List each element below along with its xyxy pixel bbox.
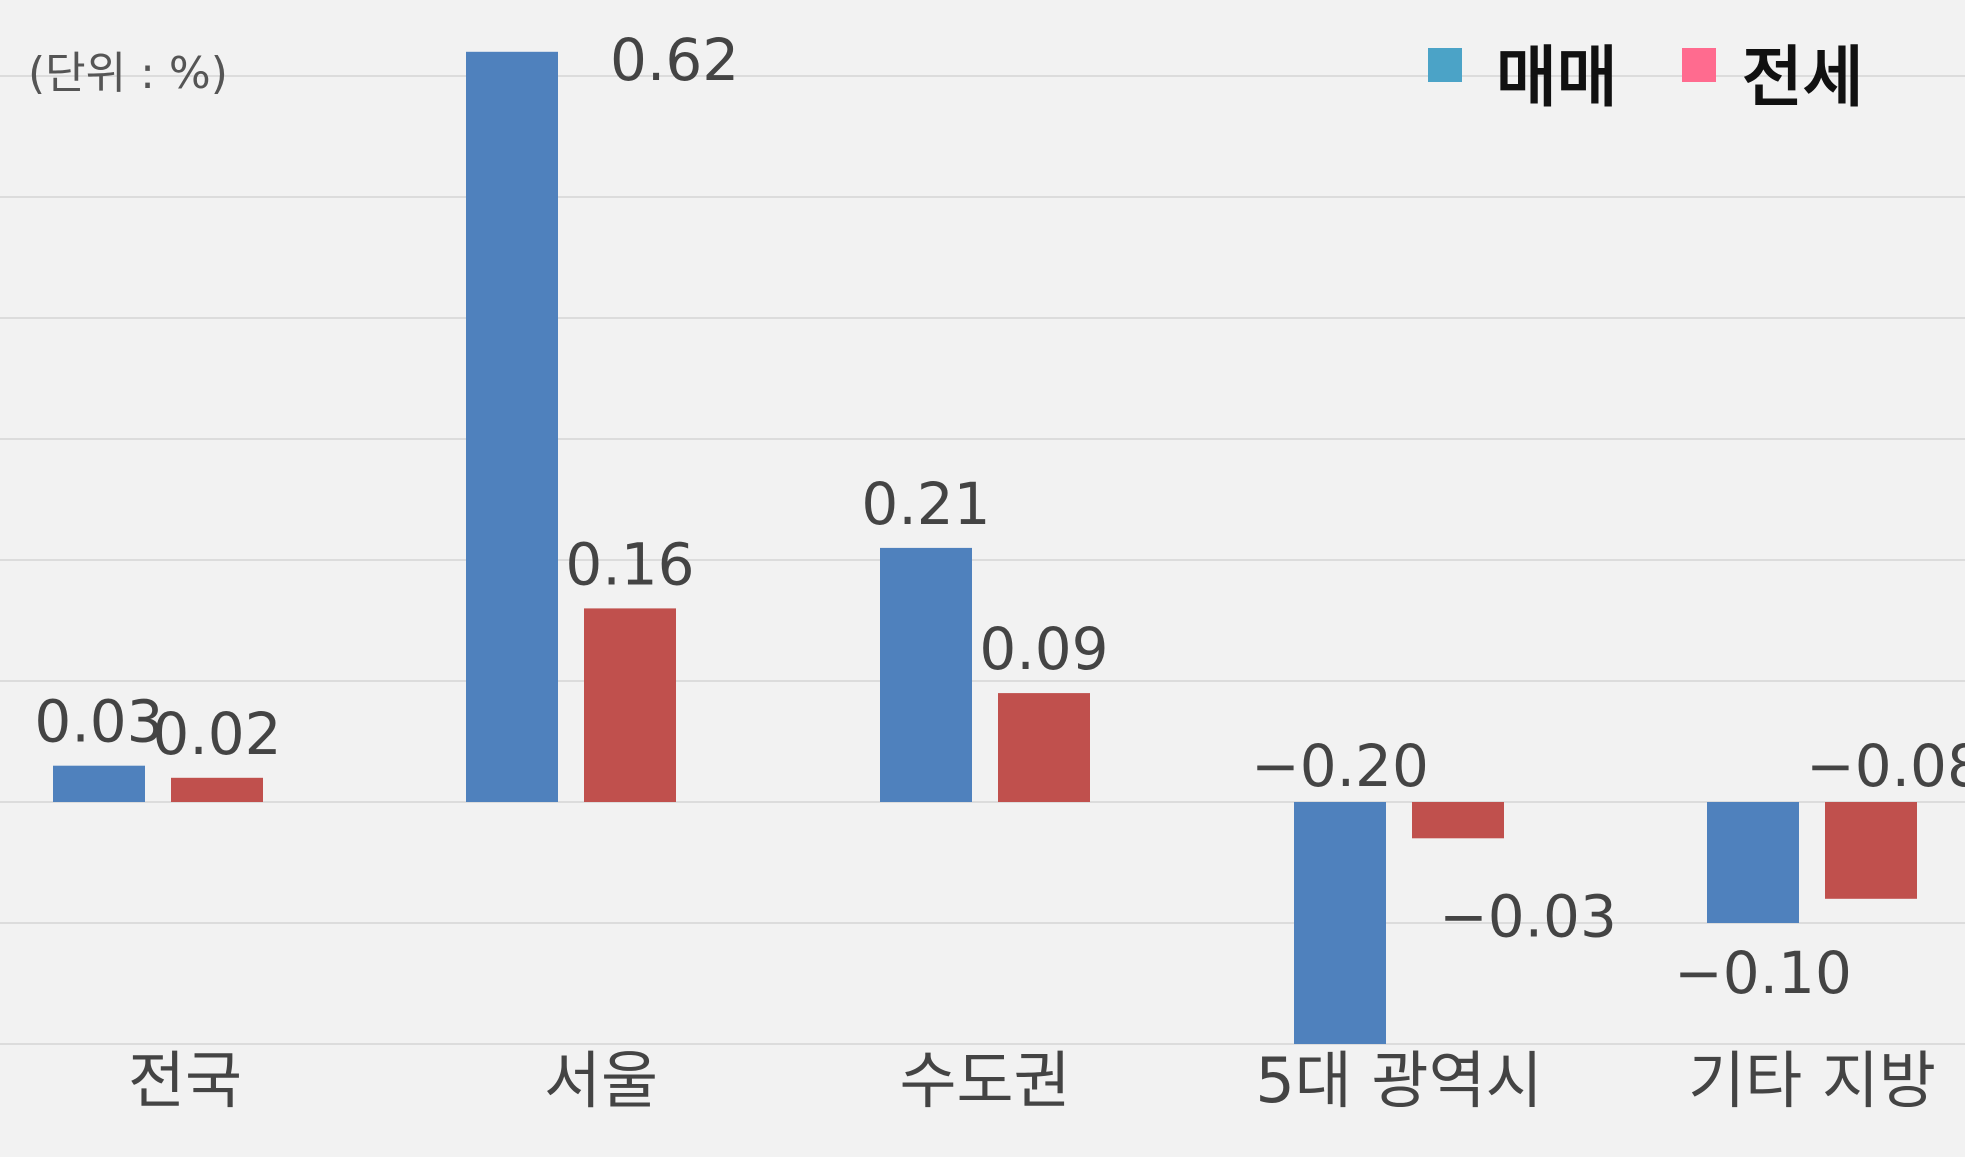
legend-label-jeonse: 전세 (1742, 39, 1863, 116)
bar-jeonse-0 (171, 777, 263, 802)
value-label-jeonse-1: 0.16 (565, 530, 694, 598)
category-label-3: 5대 광역시 (1255, 1044, 1542, 1117)
legend-swatch-jeonse (1682, 48, 1716, 82)
legend-label-sale: 매매 (1496, 39, 1617, 116)
category-labels: 전국 서울 수도권 5대 광역시 기타 지방 (128, 1044, 1936, 1117)
gridlines (0, 75, 1965, 1045)
legend: 매매 전세 (1428, 39, 1863, 116)
category-label-0: 전국 (128, 1044, 242, 1117)
value-label-jeonse-4: −0.08 (1806, 732, 1965, 800)
category-label-1: 서울 (544, 1044, 658, 1117)
bar-jeonse-1 (584, 608, 676, 802)
category-label-2: 수도권 (899, 1044, 1070, 1117)
value-label-sale-2: 0.21 (861, 470, 990, 538)
bar-jeonse-2 (998, 693, 1090, 802)
bar-jeonse-4 (1825, 802, 1917, 899)
value-label-jeonse-2: 0.09 (979, 615, 1108, 683)
bar-sale-3 (1294, 802, 1386, 1044)
value-label-jeonse-0: 0.02 (152, 700, 281, 768)
bar-jeonse-3 (1412, 802, 1504, 839)
bars (53, 51, 1917, 1044)
value-label-sale-3: −0.20 (1251, 732, 1429, 800)
value-label-sale-1: 0.62 (610, 26, 739, 94)
bar-sale-1 (466, 51, 558, 803)
value-label-sale-0: 0.03 (34, 688, 163, 756)
bar-sale-2 (880, 547, 972, 802)
value-label-sale-4: −0.10 (1674, 939, 1852, 1007)
bar-sale-0 (53, 765, 145, 802)
value-label-jeonse-3: −0.03 (1439, 882, 1617, 950)
unit-label: (단위 : %) (28, 48, 228, 99)
bar-sale-4 (1707, 802, 1799, 923)
category-label-4: 기타 지방 (1688, 1044, 1936, 1117)
legend-swatch-sale (1428, 48, 1462, 82)
value-labels: 0.03 0.62 0.21 −0.20 −0.10 0.02 0.16 0.09 −0.03 −… (34, 26, 1965, 1007)
